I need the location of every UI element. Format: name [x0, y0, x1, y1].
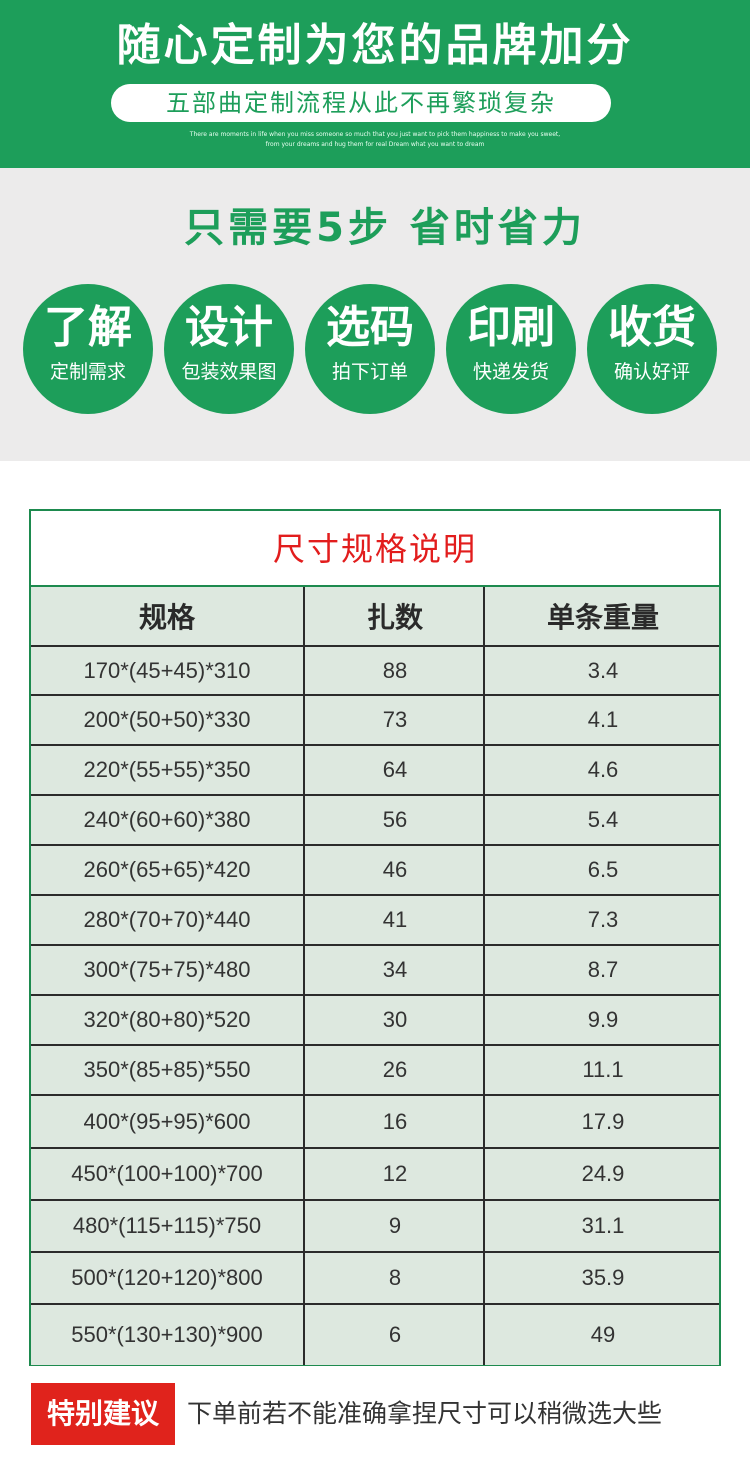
header-spec: 规格: [31, 587, 305, 645]
spec-cell: 300*(75+75)*480: [31, 946, 305, 994]
spec-cell: 320*(80+80)*520: [31, 996, 305, 1044]
bundle-count-cell: 12: [307, 1149, 485, 1199]
spec-cell: 280*(70+70)*440: [31, 896, 305, 944]
tip-badge: 特别建议: [31, 1383, 175, 1445]
step-4-caption: 快递发货: [472, 361, 549, 383]
table-row: 320*(80+80)*520 30 9.9: [31, 996, 719, 1046]
bundle-count-cell: 30: [307, 996, 485, 1044]
table-row: 280*(70+70)*440 41 7.3: [31, 896, 719, 946]
step-1-caption: 定制需求: [49, 361, 126, 383]
table-row: 200*(50+50)*330 73 4.1: [31, 696, 719, 746]
table-row: 350*(85+85)*550 26 11.1: [31, 1046, 719, 1096]
table-row: 260*(65+65)*420 46 6.5: [31, 846, 719, 896]
header-unit-weight: 单条重量: [546, 601, 659, 634]
unit-weight-cell: 17.9: [581, 1108, 625, 1134]
step-1-title: 了解: [44, 302, 132, 353]
step-5-caption: 确认好评: [613, 361, 690, 383]
unit-weight-cell: 4.6: [587, 757, 619, 782]
bundle-count-cell: 8: [307, 1253, 485, 1303]
bundle-count-cell: 73: [307, 696, 485, 744]
spec-cell: 450*(100+100)*700: [31, 1149, 305, 1199]
table-row: 550*(130+130)*900 6 49: [31, 1305, 719, 1365]
spec-cell: 350*(85+85)*550: [31, 1046, 305, 1094]
table-row: 400*(95+95)*600 16 17.9: [31, 1096, 719, 1149]
step-circle-2: 设计 包装效果图: [164, 284, 294, 414]
unit-weight-cell: 4.1: [587, 707, 619, 732]
size-spec-table: 尺寸规格说明 规格 扎数 单条重量 170*(45+45)*310 88 3.4 20…: [29, 509, 721, 1366]
bundle-count-cell: 26: [307, 1046, 485, 1094]
steps-section: 只需要5步 省时省力 了解 定制需求 设计 包装效果图 选码 拍下订单 印刷 快…: [0, 168, 750, 461]
spec-cell: 400*(95+95)*600: [31, 1096, 305, 1147]
bundle-count-cell: 34: [307, 946, 485, 994]
unit-weight-cell: 6.5: [587, 857, 619, 882]
unit-weight-cell: 8.7: [587, 957, 619, 982]
bundle-count-cell: 41: [307, 896, 485, 944]
unit-weight-cell: 9.9: [587, 1007, 619, 1032]
unit-weight-cell: 11.1: [582, 1057, 624, 1082]
table-caption: 尺寸规格说明: [31, 511, 719, 587]
table-header-row: 规格 扎数 单条重量: [31, 587, 719, 647]
step-3-title: 选码: [326, 302, 414, 353]
banner-english-line-2: from your dreams and hug them for real D…: [265, 141, 485, 148]
spec-cell: 550*(130+130)*900: [31, 1305, 305, 1365]
step-circle-5: 收货 确认好评: [587, 284, 717, 414]
bundle-count-cell: 64: [307, 746, 485, 794]
steps-title: 只需要5步 省时省力: [184, 205, 586, 251]
unit-weight-cell: 5.4: [587, 807, 619, 832]
bundle-count-cell: 6: [307, 1305, 485, 1365]
header-bundle-count: 扎数: [307, 587, 485, 645]
unit-weight-cell: 3.4: [587, 657, 619, 683]
table-body: 规格 扎数 单条重量 170*(45+45)*310 88 3.4 200*(50+5…: [31, 587, 719, 1365]
banner-english-line-1: There are moments in life when you miss …: [189, 131, 561, 138]
unit-weight-cell: 7.3: [587, 907, 619, 932]
unit-weight-cell: 24.9: [581, 1161, 625, 1186]
header-banner: 随心定制为您的品牌加分 五部曲定制流程从此不再繁琐复杂 There are mo…: [0, 0, 750, 168]
unit-weight-cell: 49: [590, 1322, 616, 1347]
bundle-count-cell: 88: [307, 647, 485, 694]
table-row: 170*(45+45)*310 88 3.4: [31, 647, 719, 696]
spec-cell: 480*(115+115)*750: [31, 1201, 305, 1251]
banner-english-text: There are moments in life when you miss …: [0, 130, 750, 150]
step-circle-3: 选码 拍下订单: [305, 284, 435, 414]
step-3-caption: 拍下订单: [331, 361, 408, 383]
step-circle-1: 了解 定制需求: [23, 284, 153, 414]
table-row: 450*(100+100)*700 12 24.9: [31, 1149, 719, 1201]
bundle-count-cell: 9: [307, 1201, 485, 1251]
spec-cell: 240*(60+60)*380: [31, 796, 305, 844]
table-row: 480*(115+115)*750 9 31.1: [31, 1201, 719, 1253]
table-row: 220*(55+55)*350 64 4.6: [31, 746, 719, 796]
bundle-count-cell: 16: [307, 1096, 485, 1147]
table-row: 240*(60+60)*380 56 5.4: [31, 796, 719, 846]
step-5-title: 收货: [608, 302, 696, 353]
spec-cell: 200*(50+50)*330: [31, 696, 305, 744]
step-circle-4: 印刷 快递发货: [446, 284, 576, 414]
bundle-count-cell: 56: [307, 796, 485, 844]
bundle-count-cell: 46: [307, 846, 485, 894]
table-row: 500*(120+120)*800 8 35.9: [31, 1253, 719, 1305]
step-2-caption: 包装效果图: [181, 361, 277, 383]
table-row: 300*(75+75)*480 34 8.7: [31, 946, 719, 996]
spec-cell: 220*(55+55)*350: [31, 746, 305, 794]
tip-text: 下单前若不能准确拿捏尺寸可以稍微选大些: [187, 1399, 663, 1428]
spec-cell: 170*(45+45)*310: [31, 647, 305, 694]
unit-weight-cell: 31.1: [581, 1213, 625, 1238]
step-4-title: 印刷: [467, 302, 555, 353]
spec-cell: 500*(120+120)*800: [31, 1253, 305, 1303]
banner-title: 随心定制为您的品牌加分: [116, 20, 634, 71]
spec-cell: 260*(65+65)*420: [31, 846, 305, 894]
unit-weight-cell: 35.9: [581, 1265, 625, 1290]
step-2-title: 设计: [185, 302, 273, 353]
banner-subtitle-pill: 五部曲定制流程从此不再繁琐复杂: [111, 84, 611, 122]
